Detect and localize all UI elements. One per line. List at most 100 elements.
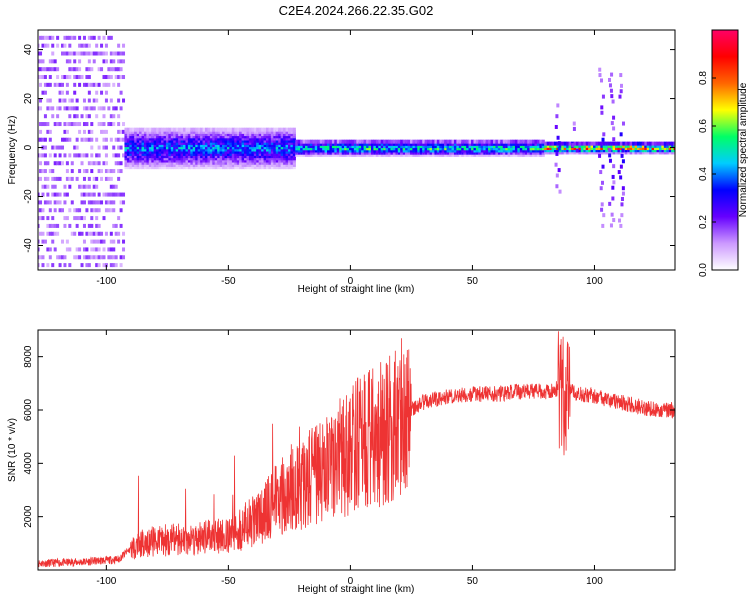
heatmap-cell xyxy=(554,148,558,153)
heatmap-cell xyxy=(119,169,123,174)
heatmap-cell xyxy=(270,143,274,148)
figure-title: C2E4.2024.266.22.35.G02 xyxy=(279,3,434,18)
heatmap-cell xyxy=(156,158,160,163)
heatmap-cell xyxy=(305,152,309,157)
heatmap-cell xyxy=(483,141,487,146)
heatmap-cell xyxy=(510,139,514,144)
heatmap-cell xyxy=(170,165,174,170)
heatmap-cell xyxy=(46,184,50,189)
heatmap-cell xyxy=(258,136,262,141)
heatmap-cell xyxy=(114,137,118,142)
heatmap-cell xyxy=(183,160,187,165)
heatmap-cell xyxy=(200,136,204,141)
heatmap-cell xyxy=(109,169,113,174)
heatmap-cell xyxy=(473,144,477,149)
heatmap-cell xyxy=(95,51,99,56)
heatmap-cell xyxy=(524,152,528,157)
heatmap-cell xyxy=(436,150,440,155)
heatmap-cell xyxy=(39,75,43,80)
heatmap-cell xyxy=(351,148,355,153)
heatmap-cell xyxy=(278,145,282,150)
heatmap-cell xyxy=(117,122,121,127)
heatmap-cell xyxy=(283,162,287,167)
heatmap-cell xyxy=(161,136,165,141)
heatmap-cell xyxy=(119,145,123,150)
heatmap-cell xyxy=(65,59,69,64)
heatmap-cell xyxy=(178,165,182,170)
heatmap-cell xyxy=(317,139,321,144)
heatmap-cell xyxy=(305,141,309,146)
heatmap-cell xyxy=(619,73,623,78)
heatmap-cell xyxy=(207,134,211,139)
heatmap-cell xyxy=(356,139,360,144)
heatmap-cell xyxy=(82,137,86,142)
heatmap-cell xyxy=(38,51,40,56)
heatmap-cell xyxy=(258,154,262,159)
heatmap-cell xyxy=(197,151,201,156)
heatmap-cell xyxy=(621,191,625,196)
heatmap-cell xyxy=(197,134,201,139)
heatmap-cell xyxy=(385,139,389,144)
heatmap-cell xyxy=(136,138,140,143)
heatmap-cell xyxy=(241,158,245,163)
heatmap-cell xyxy=(258,140,262,145)
heatmap-cell xyxy=(383,144,387,149)
heatmap-cell xyxy=(82,184,86,189)
heatmap-cell xyxy=(51,169,55,174)
heatmap-cell xyxy=(253,154,257,159)
heatmap-cell xyxy=(46,247,50,252)
heatmap-cell xyxy=(100,51,104,56)
heatmap-cell xyxy=(248,143,252,148)
heatmap-cell xyxy=(156,151,160,156)
heatmap-cell xyxy=(456,152,460,157)
heatmap-cell xyxy=(600,180,604,185)
heatmap-cell xyxy=(217,145,221,150)
heatmap-cell xyxy=(283,158,287,163)
heatmap-cell xyxy=(497,146,501,151)
heatmap-cell xyxy=(619,89,623,94)
heatmap-cell xyxy=(192,132,196,137)
heatmap-cell xyxy=(114,255,118,260)
heatmap-cell xyxy=(202,134,206,139)
heatmap-cell xyxy=(248,127,252,132)
heatmap-cell xyxy=(82,223,86,228)
heatmap-cell xyxy=(368,144,372,149)
heatmap-cell xyxy=(412,146,416,151)
heatmap-cell xyxy=(46,161,50,166)
heatmap-cell xyxy=(402,152,406,157)
heatmap-cell xyxy=(622,143,626,148)
heatmap-cell xyxy=(488,152,492,157)
heatmap-cell xyxy=(141,140,145,145)
colorbar-tick-label: 0.8 xyxy=(698,71,709,85)
heatmap-cell xyxy=(209,158,213,163)
heatmap-cell xyxy=(43,161,47,166)
heatmap-cell xyxy=(168,132,172,137)
spectrogram-xlabel: Height of straight line (km) xyxy=(298,284,415,295)
heatmap-cell xyxy=(532,152,536,157)
heatmap-cell xyxy=(109,208,113,213)
heatmap-cell xyxy=(107,208,111,213)
heatmap-cell xyxy=(131,165,135,170)
heatmap-cell xyxy=(195,132,199,137)
heatmap-cell xyxy=(180,129,184,134)
heatmap-cell xyxy=(414,152,418,157)
heatmap-cell xyxy=(307,144,311,149)
heatmap-cell xyxy=(666,150,670,155)
heatmap-cell xyxy=(558,150,562,155)
heatmap-cell xyxy=(422,141,426,146)
heatmap-cell xyxy=(620,202,624,207)
heatmap-cell xyxy=(97,35,101,40)
heatmap-cell xyxy=(124,158,128,163)
heatmap-cell xyxy=(63,43,67,48)
heatmap-cell xyxy=(214,134,218,139)
heatmap-cell xyxy=(400,152,404,157)
heatmap-cell xyxy=(205,134,209,139)
heatmap-cell xyxy=(539,144,543,149)
heatmap-cell xyxy=(263,154,267,159)
heatmap-cell xyxy=(56,35,60,40)
heatmap-cell xyxy=(114,192,118,197)
heatmap-cell xyxy=(146,132,150,137)
heatmap-cell xyxy=(229,145,233,150)
heatmap-cell xyxy=(156,129,160,134)
heatmap-cell xyxy=(87,137,91,142)
